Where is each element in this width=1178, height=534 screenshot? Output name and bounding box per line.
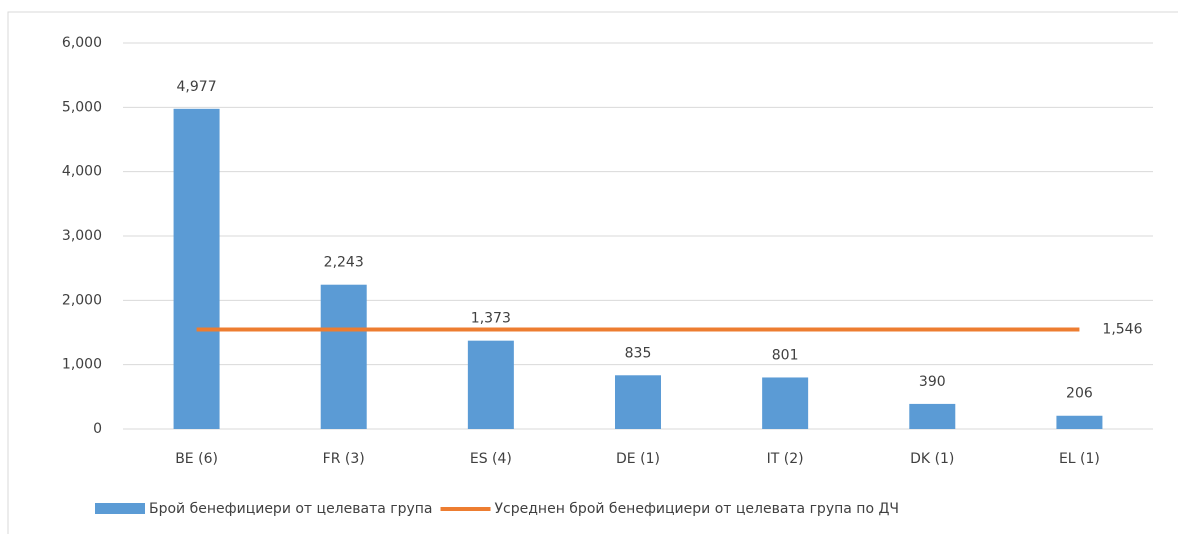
y-tick-label: 5,000 <box>62 99 102 115</box>
x-tick-label: IT (2) <box>767 451 804 467</box>
bar <box>173 108 220 430</box>
bar <box>320 284 367 429</box>
chart-frame <box>7 11 1178 534</box>
data-label: 1,373 <box>471 311 511 327</box>
data-label: 4,977 <box>177 79 217 95</box>
x-tick-label: DK (1) <box>910 451 954 467</box>
y-tick-label: 2,000 <box>62 292 102 308</box>
legend-label: Брой бенефициери от целевата група <box>149 501 433 517</box>
y-tick-label: 4,000 <box>62 164 102 180</box>
x-tick-label: BE (6) <box>175 451 218 467</box>
legend-label: Усреднен брой бенефициери от целевата гр… <box>495 501 899 517</box>
bar <box>615 375 661 429</box>
x-tick-label: ES (4) <box>470 451 512 467</box>
x-tick-label: EL (1) <box>1059 451 1100 467</box>
bar <box>762 377 809 429</box>
y-tick-label: 1,000 <box>62 357 102 373</box>
x-tick-label: FR (3) <box>323 451 365 467</box>
data-label: 1,546 <box>1102 322 1142 338</box>
data-label: 835 <box>625 345 652 361</box>
data-label: 390 <box>919 374 946 390</box>
bar <box>467 340 514 429</box>
y-tick-label: 6,000 <box>62 35 102 51</box>
legend-swatch <box>95 503 145 514</box>
y-tick-label: 0 <box>93 421 102 437</box>
y-tick-label: 3,000 <box>62 228 102 244</box>
data-label: 2,243 <box>324 255 364 271</box>
data-label: 206 <box>1066 386 1093 402</box>
data-label: 801 <box>772 347 799 363</box>
bar <box>1056 415 1103 429</box>
bar <box>909 403 956 429</box>
x-tick-label: DE (1) <box>616 451 660 467</box>
